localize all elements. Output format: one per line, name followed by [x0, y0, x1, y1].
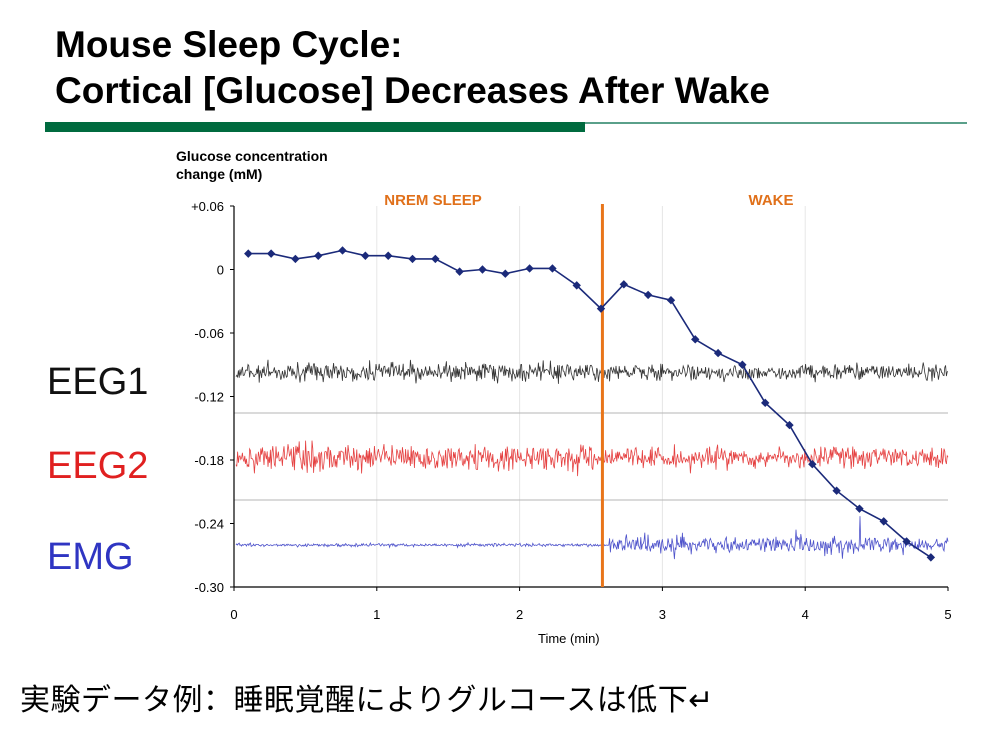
eeg1-label: EEG1: [47, 361, 149, 403]
x-tick-label: 2: [516, 607, 523, 622]
y-axis-label-line-1: Glucose concentration: [176, 148, 328, 164]
glucose-data-point: [501, 269, 510, 278]
eeg1-trace: [235, 359, 949, 384]
x-tick-label: 1: [373, 607, 380, 622]
phase-label-nrem: NREM SLEEP: [384, 192, 482, 209]
x-axis-label: Time (min): [538, 631, 600, 646]
title-underline-dark: [45, 122, 585, 132]
glucose-data-point: [691, 335, 700, 344]
glucose-data-point: [879, 517, 888, 526]
glucose-data-point: [785, 420, 794, 430]
glucose-data-point: [314, 251, 323, 260]
title-underline-light: [585, 122, 967, 124]
glucose-data-point: [572, 281, 581, 290]
phase-label-wake: WAKE: [749, 192, 794, 209]
glucose-data-point: [738, 360, 747, 369]
glucose-data-point: [455, 267, 464, 276]
y-tick-label: -0.12: [194, 390, 224, 405]
glucose-data-point: [548, 264, 557, 273]
glucose-data-point: [643, 290, 653, 300]
glucose-data-point: [361, 251, 370, 260]
glucose-data-point: [761, 398, 770, 408]
glucose-data-point: [338, 246, 347, 255]
glucose-data-point: [431, 254, 440, 264]
title-line-1: Mouse Sleep Cycle:: [55, 24, 403, 65]
glucose-data-point: [902, 537, 911, 546]
y-axis-label: Glucose concentration change (mM): [176, 147, 328, 183]
caption: 実験データ例：睡眠覚醒によりグルコースは低下↵: [20, 683, 714, 718]
glucose-data-point: [408, 254, 417, 264]
glucose-data-point: [596, 304, 606, 313]
y-tick-label: 0: [217, 263, 224, 278]
glucose-data-point: [713, 348, 723, 358]
y-tick-label: +0.06: [191, 199, 224, 214]
glucose-data-point: [808, 460, 817, 469]
glucose-data-point: [244, 249, 253, 258]
glucose-data-point: [619, 280, 629, 289]
glucose-data-point: [478, 265, 487, 274]
title-line-2: Cortical [Glucose] Decreases After Wake: [55, 70, 770, 111]
x-tick-label: 5: [944, 607, 951, 622]
x-tick-label: 3: [659, 607, 666, 622]
y-tick-label: -0.06: [194, 326, 224, 341]
emg-label: EMG: [47, 536, 134, 578]
x-tick-label: 4: [802, 607, 809, 622]
y-tick-label: -0.24: [194, 517, 224, 532]
glucose-data-point: [832, 486, 841, 495]
glucose-data-point: [926, 553, 936, 562]
y-tick-label: -0.18: [194, 453, 224, 468]
glucose-data-point: [384, 251, 393, 260]
eeg2-trace: [235, 440, 949, 477]
y-axis-label-line-2: change (mM): [176, 166, 263, 182]
slide-title: Mouse Sleep Cycle: Cortical [Glucose] De…: [55, 22, 770, 114]
glucose-series-line: [248, 249, 932, 559]
glucose-data-point: [525, 264, 534, 273]
glucose-data-point: [855, 504, 864, 513]
glucose-data-point: [666, 295, 676, 305]
x-tick-label: 0: [230, 607, 237, 622]
emg-trace: [235, 516, 949, 560]
eeg2-label: EEG2: [47, 445, 149, 487]
y-tick-label: -0.30: [194, 580, 224, 595]
glucose-data-point: [266, 249, 276, 258]
glucose-data-point: [291, 254, 300, 264]
